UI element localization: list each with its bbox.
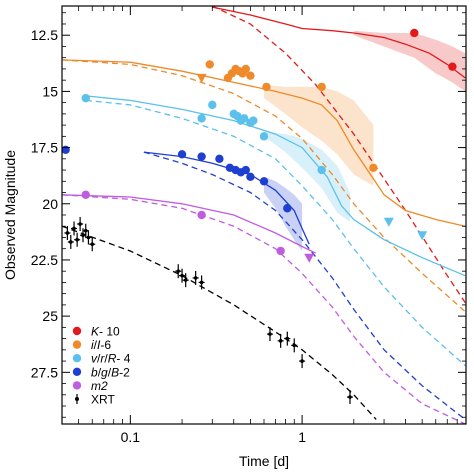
- data-point: [259, 132, 269, 141]
- data-point: [317, 82, 326, 92]
- data-point: [177, 150, 187, 159]
- data-point: [197, 152, 206, 161]
- x-tick-label: 1: [298, 429, 306, 445]
- model-band: [264, 84, 374, 186]
- data-point: [90, 242, 95, 247]
- data-point: [410, 28, 419, 38]
- data-point: [348, 395, 352, 399]
- legend-label: v/r/R- 4: [91, 352, 131, 366]
- model-line-dashed: [62, 59, 466, 313]
- legend-label: m2: [91, 379, 108, 393]
- y-tick-label: 15: [42, 83, 58, 99]
- data-point: [292, 343, 297, 348]
- data-point: [317, 165, 326, 175]
- y-tick-label: 12.5: [31, 27, 58, 43]
- data-point: [259, 177, 269, 186]
- upper-limit-marker: [196, 73, 207, 83]
- data-point: [239, 114, 249, 123]
- data-point: [197, 210, 206, 220]
- data-point: [246, 172, 255, 181]
- data-point: [262, 82, 271, 92]
- data-point: [300, 359, 304, 363]
- data-point: [246, 71, 255, 80]
- data-point: [78, 222, 82, 226]
- upper-limit-marker: [417, 231, 428, 241]
- data-point: [83, 228, 88, 233]
- data-point: [208, 100, 217, 110]
- model-band: [264, 131, 350, 222]
- data-point: [268, 332, 272, 336]
- model-line-solid: [62, 194, 316, 254]
- data-point: [81, 233, 85, 238]
- y-tick-label: 27.5: [31, 364, 58, 380]
- legend-marker: [72, 381, 82, 390]
- legend-marker: [72, 326, 82, 336]
- data-point: [193, 276, 198, 280]
- legend-label: XRT: [91, 393, 115, 407]
- y-tick-label: 20: [42, 196, 58, 212]
- data-point: [62, 145, 70, 155]
- y-tick-label: 25: [42, 308, 58, 324]
- data-point: [183, 278, 188, 282]
- model-line-dashed: [62, 194, 466, 424]
- legend-marker: [72, 340, 82, 349]
- data-point: [241, 64, 250, 74]
- data-point: [81, 190, 90, 199]
- data-point: [278, 339, 283, 343]
- y-tick-label: 17.5: [31, 140, 58, 156]
- data-point: [197, 114, 206, 123]
- x-tick-label: 0.1: [121, 429, 141, 445]
- data-point: [369, 163, 378, 173]
- x-axis-title: Time [d]: [239, 453, 289, 469]
- data-point: [72, 226, 76, 231]
- data-point: [215, 154, 224, 164]
- data-point: [75, 237, 79, 242]
- y-axis-title: Observed Magnitude: [2, 150, 18, 280]
- data-point: [176, 269, 181, 273]
- legend-marker: [72, 367, 82, 376]
- data-point: [283, 204, 292, 213]
- model-line-solid: [62, 59, 466, 227]
- data-point: [68, 240, 73, 244]
- legend-label: K- 10: [91, 325, 120, 339]
- data-point: [180, 273, 184, 278]
- model-line-dashed: [143, 151, 466, 421]
- legend-label: b/g/B-2: [91, 365, 130, 379]
- legend-label: i/I-6: [91, 338, 111, 352]
- data-point: [285, 336, 290, 341]
- data-point: [276, 246, 285, 256]
- model-band: [353, 30, 466, 92]
- data-point: [448, 62, 457, 71]
- data-point: [199, 280, 204, 285]
- model-line-dashed: [62, 225, 377, 420]
- model-line-solid: [85, 95, 466, 277]
- data-point: [249, 116, 258, 125]
- legend-marker: [75, 397, 79, 401]
- model-band: [264, 176, 303, 251]
- data-point: [86, 235, 91, 240]
- model-line-solid: [212, 6, 466, 79]
- y-tick-label: 22.5: [31, 252, 58, 268]
- data-point: [205, 60, 214, 69]
- legend-marker: [72, 354, 82, 363]
- model-line-dashed: [85, 99, 466, 367]
- data-point: [65, 231, 70, 235]
- upper-limit-marker: [383, 217, 394, 227]
- upper-limit-marker: [304, 253, 315, 263]
- data-point: [81, 93, 90, 103]
- data-point: [241, 165, 250, 175]
